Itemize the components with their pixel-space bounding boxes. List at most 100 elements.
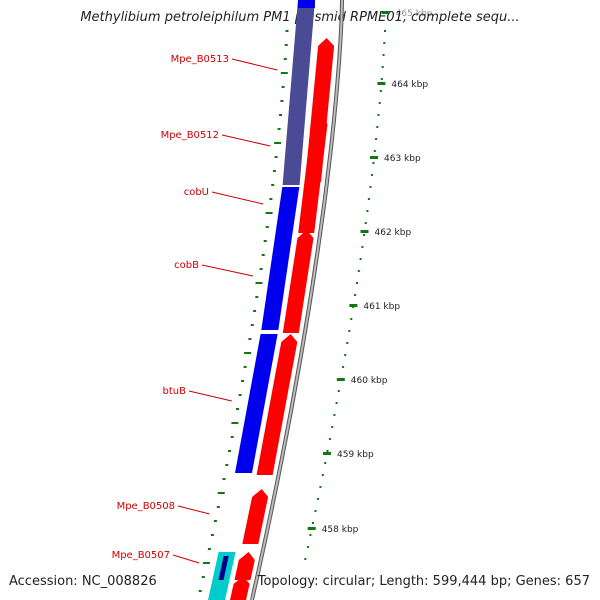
scale-dot	[356, 282, 358, 284]
gc-dot	[255, 296, 259, 298]
scale-label: 464 kbp	[391, 80, 428, 90]
gc-dot	[210, 534, 214, 536]
scale-dot	[369, 186, 372, 188]
scale-dot	[344, 354, 347, 356]
scale-label: 465 kbp	[396, 9, 433, 19]
scale-dot	[326, 450, 329, 452]
scale-dot	[370, 174, 373, 176]
gene-leader-line	[172, 554, 200, 564]
gc-dot	[283, 58, 287, 60]
gc-dot	[225, 464, 229, 466]
gene-label[interactable]: Mpe_B0507	[112, 550, 170, 561]
forward-gene-arrow[interactable]	[256, 334, 298, 475]
gc-dot	[285, 30, 289, 32]
backbone-highlight	[251, 0, 343, 600]
scale-dot	[373, 150, 376, 152]
scale-dot	[379, 90, 382, 92]
gc-dot	[236, 408, 239, 410]
scale-dot	[321, 474, 324, 476]
scale-dot	[348, 330, 351, 332]
forward-gene-arrow[interactable]	[282, 230, 314, 333]
scale-major-tick	[307, 527, 316, 530]
forward-gene-arrow[interactable]	[234, 552, 255, 580]
gene-labels: Mpe_B0513 Mpe_B0512 cobU cobB btuB Mpe_B0508 M…	[112, 54, 278, 564]
scale-dot	[376, 126, 379, 128]
scale-dot	[331, 426, 334, 428]
scale-dot	[384, 30, 386, 32]
scale-dot	[357, 270, 360, 272]
gene-leader-line	[211, 191, 264, 205]
scale-dot	[328, 438, 331, 440]
scale-dot	[342, 366, 345, 368]
reverse-gene-band[interactable]	[297, 0, 315, 8]
gc-dot	[198, 590, 202, 592]
scale-major-tick	[370, 156, 378, 159]
scale-dot	[366, 210, 369, 212]
gc-dot	[217, 492, 225, 494]
scale-dot	[380, 78, 383, 80]
gc-dot	[281, 86, 285, 88]
gc-dot	[284, 44, 288, 46]
gene-label[interactable]: cobB	[174, 260, 199, 271]
gc-dot	[201, 576, 205, 578]
scale-label: 460 kbp	[351, 376, 388, 386]
gc-dot	[207, 548, 211, 550]
scale-dot	[354, 294, 357, 296]
scale-dot	[350, 318, 353, 320]
gc-dot	[274, 156, 278, 158]
gene-label[interactable]: Mpe_B0512	[161, 130, 219, 141]
reverse-gene-band[interactable]	[235, 334, 278, 473]
scale-dot	[319, 486, 322, 488]
gc-dot	[274, 142, 282, 144]
gc-dot	[238, 394, 242, 396]
scale-label: 461 kbp	[363, 302, 400, 312]
scale-dot	[314, 510, 317, 512]
scale-dot	[375, 138, 378, 140]
forward-gene-arrow[interactable]	[242, 489, 269, 544]
gc-dot	[265, 226, 269, 228]
topology-summary: Topology: circular; Length: 599,444 bp; …	[257, 574, 590, 589]
gc-dot	[269, 198, 273, 200]
scale-label: 459 kbp	[337, 450, 374, 460]
gene-label[interactable]: cobU	[184, 187, 209, 198]
gene-leader-line	[201, 264, 254, 277]
scale-dot	[359, 258, 362, 260]
gene-label[interactable]: Mpe_B0508	[117, 501, 175, 512]
gc-dot	[213, 520, 217, 522]
gc-dot	[244, 352, 252, 354]
scale-dot	[382, 54, 385, 56]
gene-leader-line	[177, 505, 210, 515]
gc-dot	[248, 338, 252, 340]
scale-dot	[364, 222, 367, 224]
gene-leader-line	[231, 58, 278, 71]
scale-major-tick	[349, 304, 358, 307]
gene-leader-line	[188, 390, 232, 402]
gc-dot	[279, 114, 282, 116]
cog-gene-band-inner[interactable]	[218, 556, 229, 580]
gc-dot	[259, 268, 263, 270]
scale-label: 463 kbp	[384, 154, 421, 164]
gc-dot	[222, 478, 226, 480]
scale-dot	[333, 414, 336, 416]
scale-dot	[381, 66, 384, 68]
forward-gene-arrow[interactable]	[298, 116, 328, 233]
reverse-gene-band[interactable]	[261, 187, 300, 330]
gc-dot	[241, 380, 245, 382]
reverse-gene-band-dark[interactable]	[282, 0, 315, 185]
gene-label[interactable]: btuB	[163, 386, 187, 397]
gene-label[interactable]: Mpe_B0513	[171, 54, 229, 65]
forward-gene-arrow[interactable]	[230, 576, 250, 600]
gc-dot	[255, 282, 263, 284]
scale-label: 458 kbp	[322, 525, 359, 535]
gc-dot	[277, 128, 281, 130]
scale-dot	[337, 390, 340, 392]
gc-dot	[230, 436, 234, 438]
gc-dot	[231, 422, 239, 424]
scale-dot	[367, 198, 370, 200]
scale-dot	[324, 462, 327, 464]
scale-dot	[346, 342, 349, 344]
scale-dot	[372, 162, 375, 164]
scale-major-tick	[360, 230, 369, 233]
gc-dot	[280, 100, 284, 102]
